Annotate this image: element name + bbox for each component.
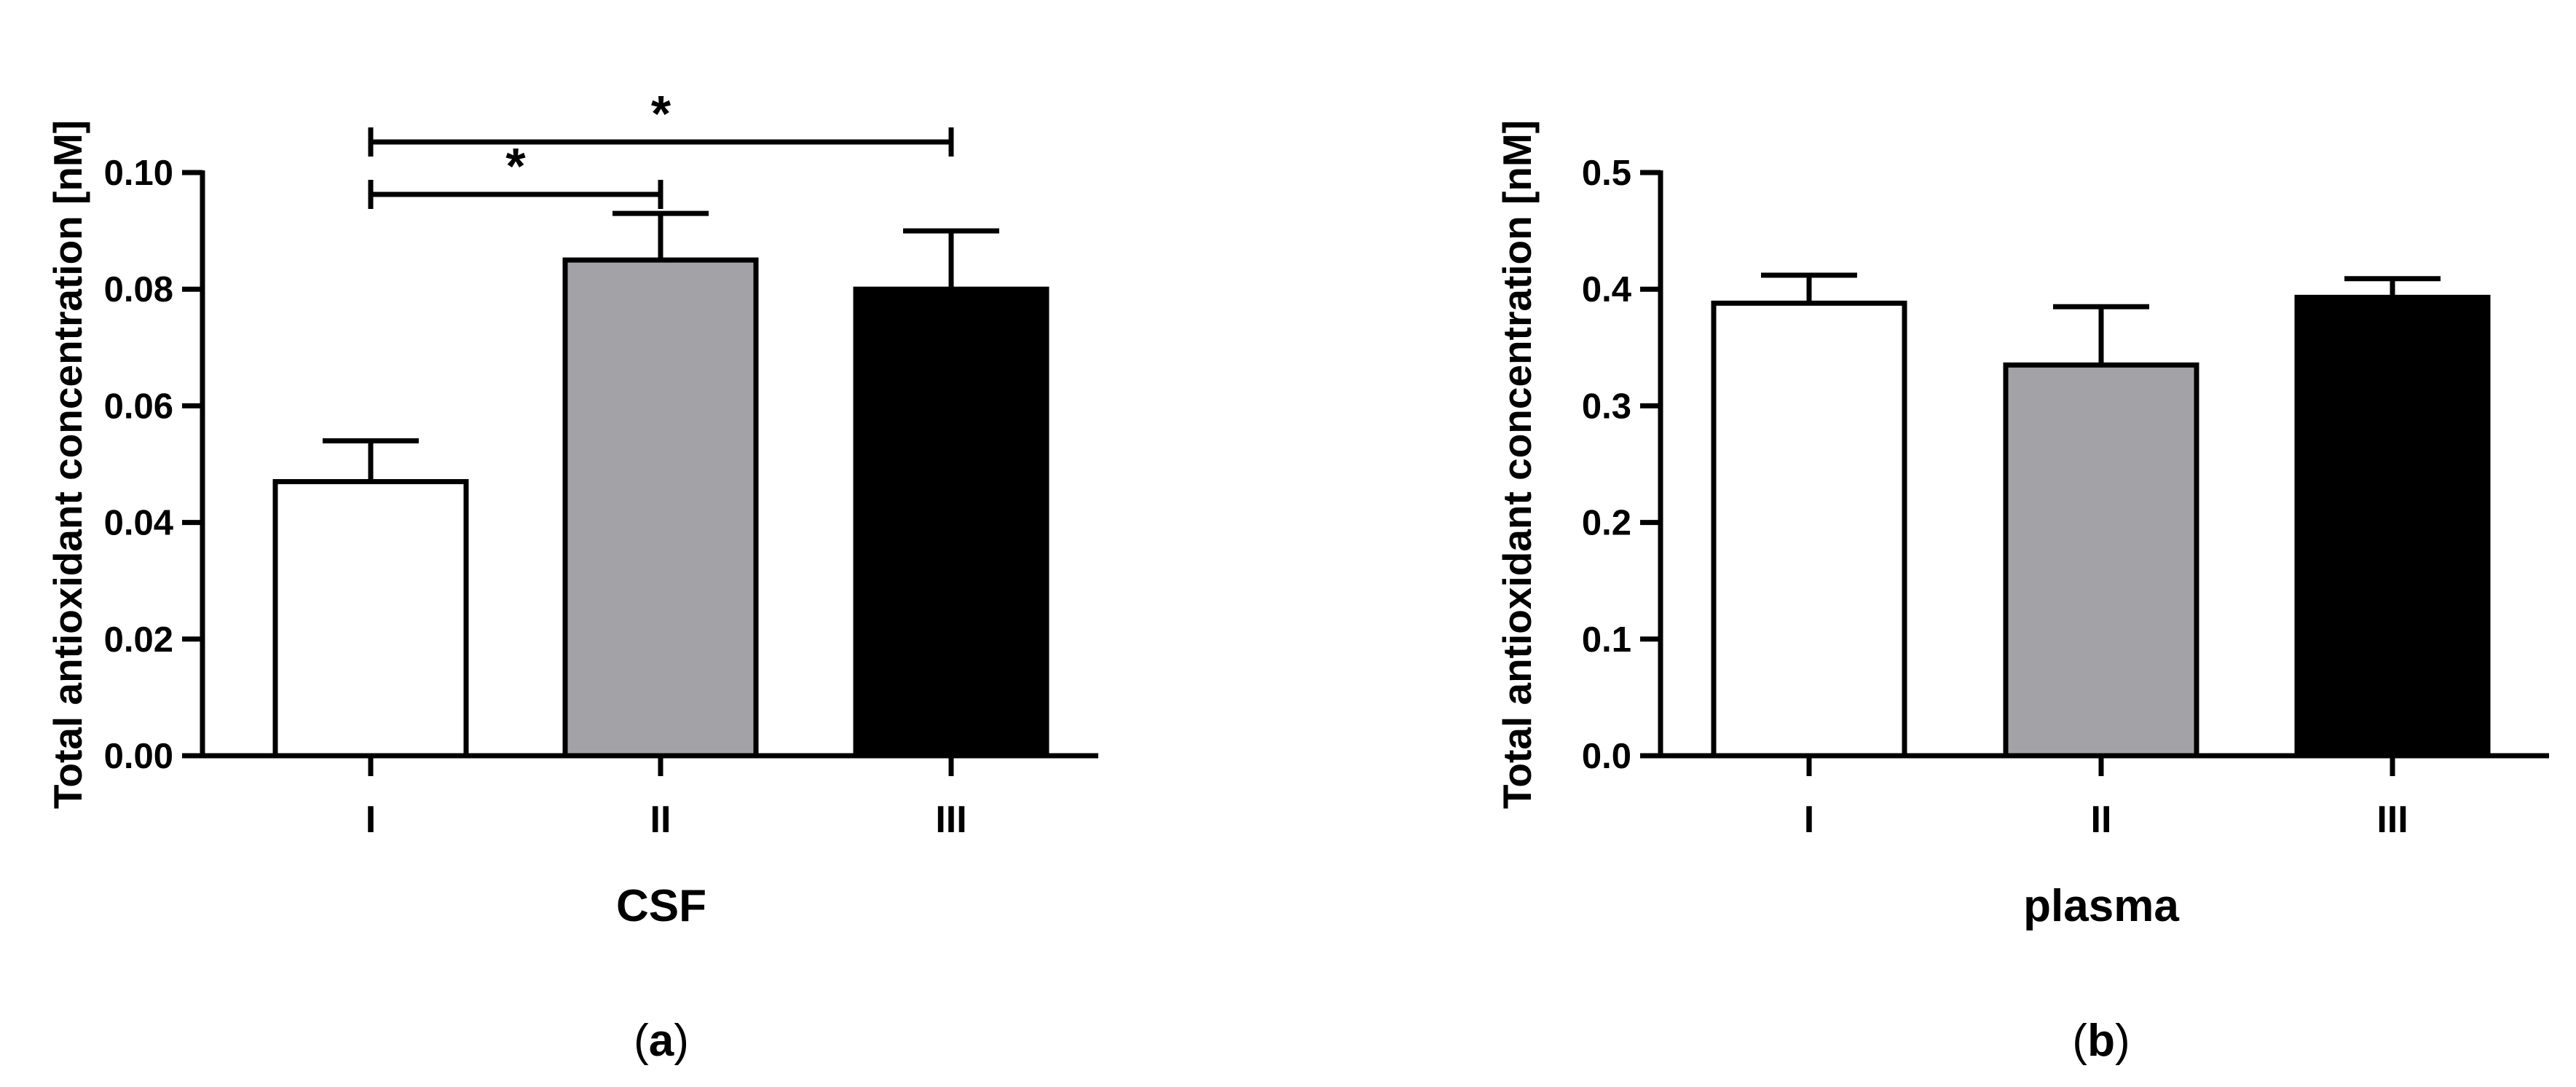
significance-star: * — [651, 85, 671, 142]
y-tick-label: 0.08 — [104, 270, 173, 309]
significance-star: * — [505, 138, 526, 194]
panel-label: (a) — [634, 1016, 689, 1066]
bar-II — [2003, 362, 2199, 759]
bar-I — [1711, 300, 1907, 759]
panel-label: (b) — [2072, 1016, 2130, 1066]
x-tick-label: II — [650, 799, 671, 841]
x-tick-label: I — [1804, 799, 1814, 841]
significance-bracket-I-III — [368, 127, 954, 157]
x-axis-title: CSF — [616, 881, 706, 931]
y-axis-label: Total antioxidant concentration [nM] — [1494, 120, 1540, 809]
x-tick-label: III — [2376, 799, 2408, 841]
y-tick-label: 0.5 — [1582, 154, 1631, 193]
y-tick-label: 0.3 — [1582, 387, 1631, 426]
y-tick-label: 0.04 — [104, 504, 173, 543]
x-tick-label: III — [935, 799, 966, 841]
y-tick-label: 0.06 — [104, 387, 173, 426]
y-tick-label: 0.02 — [104, 620, 173, 660]
bar-I — [272, 479, 469, 759]
x-tick-label: I — [366, 799, 376, 841]
significance-bracket-I-II — [368, 180, 663, 209]
x-tick-label: II — [2091, 799, 2112, 841]
bar-III — [2294, 294, 2491, 759]
y-tick-label: 0.4 — [1582, 270, 1631, 309]
bar-III — [853, 286, 1049, 759]
x-axis-title: plasma — [2023, 881, 2179, 931]
y-tick-label: 0.00 — [104, 737, 173, 776]
y-tick-label: 0.2 — [1582, 504, 1631, 543]
bar-II — [562, 257, 759, 759]
y-tick-label: 0.0 — [1582, 737, 1631, 776]
y-axis-label: Total antioxidant concentration [nM] — [45, 120, 90, 809]
y-tick-label: 0.10 — [104, 154, 173, 193]
y-tick-label: 0.1 — [1582, 620, 1631, 660]
